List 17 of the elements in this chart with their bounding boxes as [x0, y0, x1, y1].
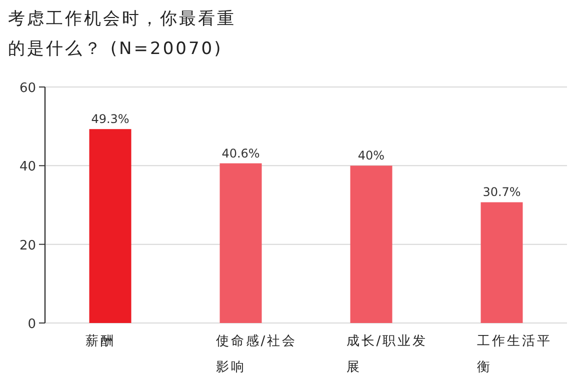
- y-tick-label: 60: [19, 81, 36, 96]
- bar: [89, 129, 132, 323]
- data-label: 49.3%: [91, 112, 130, 126]
- y-tick-label: 0: [28, 317, 36, 332]
- data-label: 40.6%: [222, 146, 260, 160]
- bar: [350, 166, 392, 323]
- x-tick-label: 薪酬: [85, 334, 116, 349]
- x-tick-label: 成长/职业发展: [346, 334, 428, 375]
- chart-title: 考虑工作机会时，你最看重的是什么？ (N=20070): [8, 9, 236, 59]
- data-label: 40%: [358, 148, 385, 163]
- x-tick-label: 使命感/社会影响: [216, 334, 298, 375]
- y-tick-label: 40: [19, 160, 36, 175]
- bar: [480, 202, 523, 323]
- data-label: 30.7%: [482, 185, 521, 200]
- bar: [220, 163, 262, 323]
- y-tick-label: 20: [19, 238, 36, 254]
- x-tick-label: 工作生活平衡: [476, 334, 552, 375]
